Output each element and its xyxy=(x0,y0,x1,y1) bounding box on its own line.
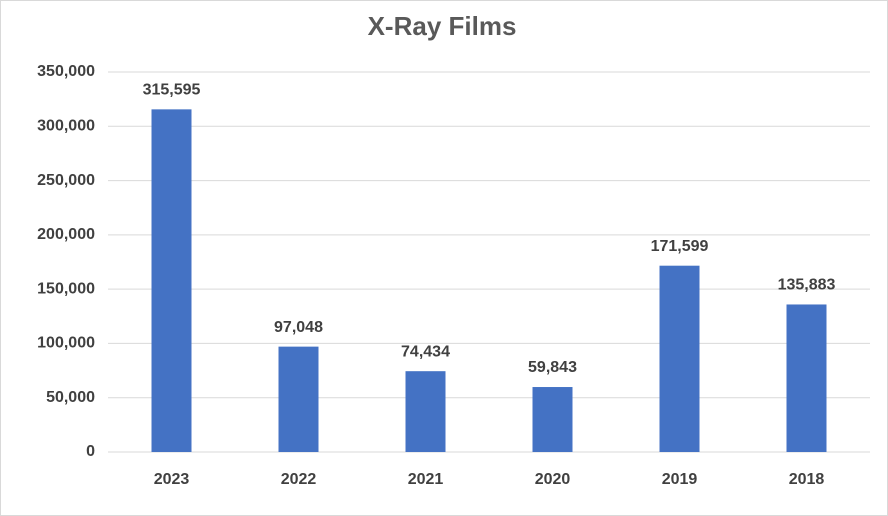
data-label: 315,595 xyxy=(143,82,201,99)
y-tick-label: 300,000 xyxy=(37,118,95,135)
y-tick-label: 200,000 xyxy=(37,226,95,243)
y-tick-label: 0 xyxy=(86,443,95,460)
x-tick-label: 2020 xyxy=(535,471,571,488)
y-tick-label: 350,000 xyxy=(37,63,95,80)
y-tick-label: 50,000 xyxy=(46,389,95,406)
bar xyxy=(786,304,827,452)
x-tick-label: 2023 xyxy=(154,471,190,488)
x-tick-label: 2018 xyxy=(789,471,825,488)
bar xyxy=(532,387,573,452)
y-tick-label: 250,000 xyxy=(37,172,95,189)
bar xyxy=(151,109,192,452)
data-label: 74,434 xyxy=(401,343,450,360)
bar xyxy=(405,371,446,452)
x-tick-label: 2022 xyxy=(281,471,317,488)
data-label: 171,599 xyxy=(651,238,709,255)
x-tick-label: 2021 xyxy=(408,471,444,488)
y-tick-label: 100,000 xyxy=(37,335,95,352)
x-tick-label: 2019 xyxy=(662,471,698,488)
data-label: 97,048 xyxy=(274,319,323,336)
bar xyxy=(659,265,700,452)
data-label: 59,843 xyxy=(528,359,577,376)
bar xyxy=(278,346,319,452)
y-tick-label: 150,000 xyxy=(37,280,95,297)
chart-title: X-Ray Films xyxy=(368,11,517,41)
data-label: 135,883 xyxy=(778,277,836,294)
